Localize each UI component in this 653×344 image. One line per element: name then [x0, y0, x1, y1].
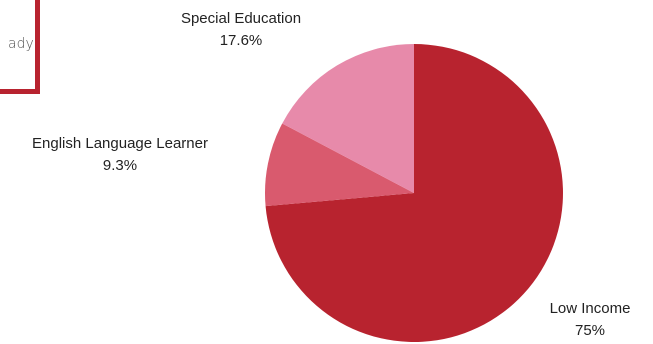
slice-value-low-income: 75% [574, 322, 606, 339]
pie-slice-special-education [282, 44, 414, 193]
callout-text: ady [8, 36, 34, 52]
slice-value-special-education: 17.6% [219, 32, 263, 49]
slice-name-low-income: Low Income [549, 300, 631, 317]
slice-label-special-education: Special Education 17.6% [161, 8, 321, 52]
slice-name-special-education: Special Education [180, 10, 302, 27]
pie-slices [264, 44, 563, 342]
slice-name-english-language-learner: English Language Learner [32, 135, 208, 152]
slice-label-english-language-learner: English Language Learner 9.3% [2, 133, 238, 177]
slice-label-low-income: Low Income 75% [540, 298, 640, 342]
slice-value-english-language-learner: 9.3% [102, 157, 138, 174]
pie-slice-english-language-learner [264, 123, 414, 207]
callout-box [0, 0, 40, 94]
pie-slice-low-income [265, 44, 563, 342]
